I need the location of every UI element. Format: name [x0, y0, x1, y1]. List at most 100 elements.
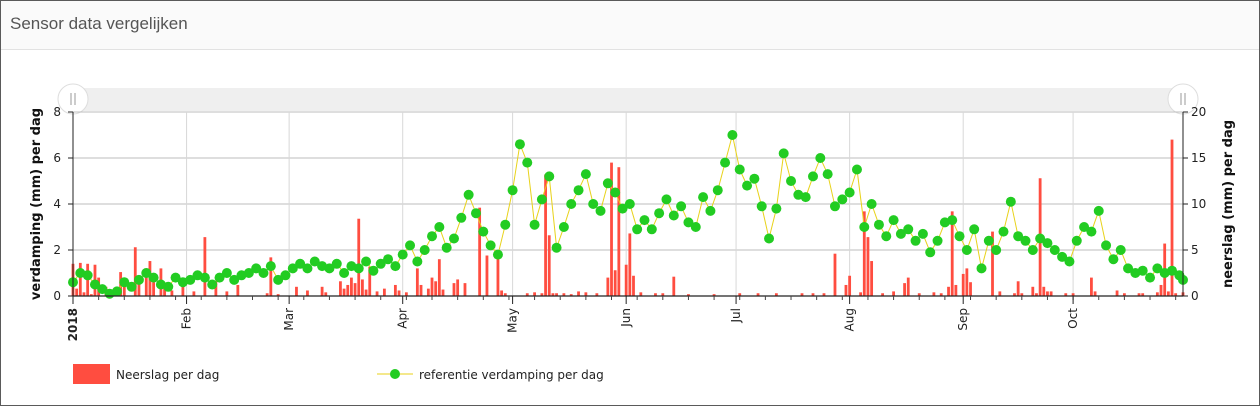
x-tick-label: Mar	[282, 308, 296, 331]
precip-bar	[947, 286, 950, 296]
evap-point	[470, 208, 481, 219]
precip-bar	[525, 293, 529, 296]
evap-point	[111, 286, 122, 297]
evap-point	[969, 224, 980, 235]
evap-point	[1137, 265, 1148, 276]
evap-point	[1123, 263, 1134, 274]
evap-point	[705, 205, 716, 216]
evap-point	[507, 185, 518, 196]
precip-bar	[862, 211, 866, 296]
evap-point	[1093, 205, 1104, 216]
evap-point	[756, 201, 767, 212]
evap-point	[859, 222, 870, 232]
precip-bar	[961, 273, 965, 296]
evap-point	[771, 203, 782, 214]
evap-point	[309, 256, 320, 267]
evap-point	[844, 187, 855, 198]
precip-bar	[1042, 286, 1046, 296]
evap-point	[866, 199, 877, 209]
precip-bar	[870, 261, 874, 296]
evap-point	[851, 164, 862, 175]
precip-bar	[203, 237, 207, 296]
y-left-tick-label: 2	[53, 243, 61, 257]
evap-point	[427, 231, 438, 242]
evap-point	[1064, 256, 1075, 267]
evap-point	[551, 242, 562, 253]
evap-point	[800, 192, 811, 203]
evap-point	[529, 219, 540, 230]
precip-bar	[357, 218, 361, 296]
legend-evap-label: referentie verdamping per dag	[419, 368, 604, 382]
evap-point	[229, 274, 240, 285]
navigator-track	[73, 88, 1183, 111]
evap-point	[522, 157, 533, 168]
precip-bar	[613, 270, 617, 296]
x-tick-label: Feb	[180, 308, 194, 329]
precip-bar	[624, 264, 628, 296]
evap-point	[1005, 196, 1016, 207]
evap-point	[280, 270, 291, 281]
x-tick-label: Apr	[396, 308, 410, 329]
evap-point	[683, 217, 694, 228]
evap-point	[148, 272, 159, 283]
precip-bar	[939, 293, 943, 296]
precip-bar	[265, 293, 269, 296]
panel-title: Sensor data vergelijken	[10, 14, 188, 33]
legend-precip-swatch	[73, 364, 110, 384]
precip-bar	[1159, 284, 1163, 296]
precip-bar	[78, 262, 82, 296]
evap-point	[1152, 263, 1163, 274]
evap-point	[602, 178, 613, 189]
evap-point	[786, 176, 797, 186]
precip-bar	[859, 292, 863, 296]
evap-point	[478, 226, 489, 237]
evap-point	[837, 194, 848, 205]
precip-bar	[144, 268, 148, 296]
evap-point	[558, 222, 569, 232]
handle-circle	[57, 83, 89, 115]
precip-bar	[441, 289, 445, 296]
y-left-axis-title: verdamping (mm) per dag	[29, 108, 44, 300]
evap-point	[925, 247, 936, 258]
evap-point	[947, 215, 958, 226]
legend-item-precip: Neerslag per dag	[73, 364, 219, 384]
evap-point	[632, 224, 643, 235]
evap-point	[698, 192, 709, 203]
range-navigator[interactable]	[57, 83, 1199, 115]
precip-bar	[654, 293, 657, 296]
evap-point	[544, 171, 555, 182]
evap-point	[514, 139, 525, 150]
evap-point	[243, 268, 254, 278]
legend-item-evap: referentie verdamping per dag	[377, 368, 604, 382]
precip-bar	[485, 255, 489, 296]
chart-legend: Neerslag per dag referentie verdamping pe…	[73, 364, 604, 384]
navigator-handle-right[interactable]	[1167, 83, 1199, 115]
evap-point	[1079, 222, 1090, 232]
precip-bar	[306, 290, 309, 296]
evap-point	[1167, 265, 1178, 276]
navigator-handle-left[interactable]	[57, 83, 89, 115]
precip-bar	[1174, 293, 1178, 296]
precip-bar	[133, 247, 137, 296]
precip-bar	[584, 292, 588, 296]
precip-bar	[906, 277, 910, 296]
evap-point	[932, 235, 943, 246]
y-right-tick-label: 5	[1191, 243, 1199, 257]
evap-point	[331, 258, 342, 269]
precip-bar	[903, 283, 906, 296]
precip-bar	[434, 281, 438, 296]
evap-point	[295, 258, 306, 269]
precip-bar	[1122, 293, 1126, 296]
evap-point	[89, 279, 100, 290]
precip-bar	[822, 293, 826, 296]
precip-bar	[192, 291, 196, 296]
precip-bar	[1020, 293, 1024, 296]
precip-bar	[932, 292, 936, 296]
evap-point	[873, 219, 884, 230]
evap-point	[815, 153, 826, 163]
evap-point	[397, 249, 408, 260]
y-right-tick-label: 20	[1191, 105, 1206, 119]
precip-bar	[540, 293, 544, 296]
evap-point	[126, 281, 137, 292]
